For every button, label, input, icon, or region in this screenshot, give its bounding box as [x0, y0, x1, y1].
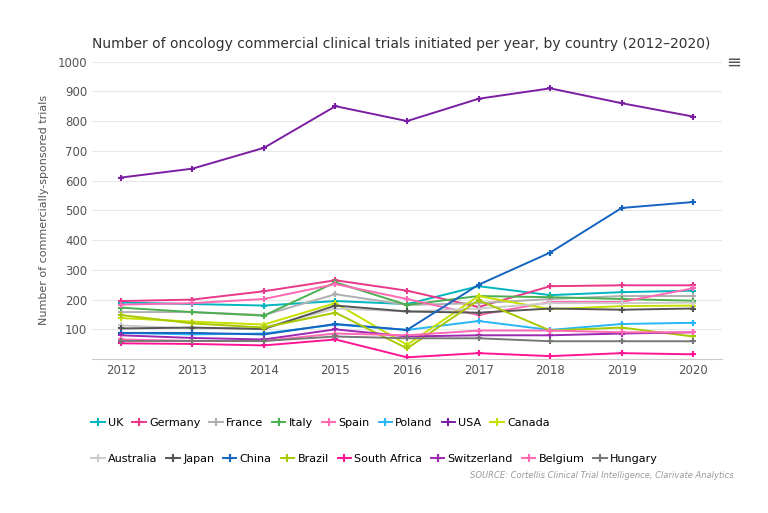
Text: Number of oncology commercial clinical trials initiated per year, by country (20: Number of oncology commercial clinical t… [92, 36, 710, 51]
Text: ≡: ≡ [726, 54, 741, 72]
Text: SOURCE: Cortellis Clinical Trial Intelligence, Clarivate Analytics: SOURCE: Cortellis Clinical Trial Intelli… [470, 470, 733, 480]
Legend: Australia, Japan, China, Brazil, South Africa, Switzerland, Belgium, Hungary: Australia, Japan, China, Brazil, South A… [91, 454, 658, 464]
Y-axis label: Number of commercially-sponsored trials: Number of commercially-sponsored trials [39, 95, 49, 325]
